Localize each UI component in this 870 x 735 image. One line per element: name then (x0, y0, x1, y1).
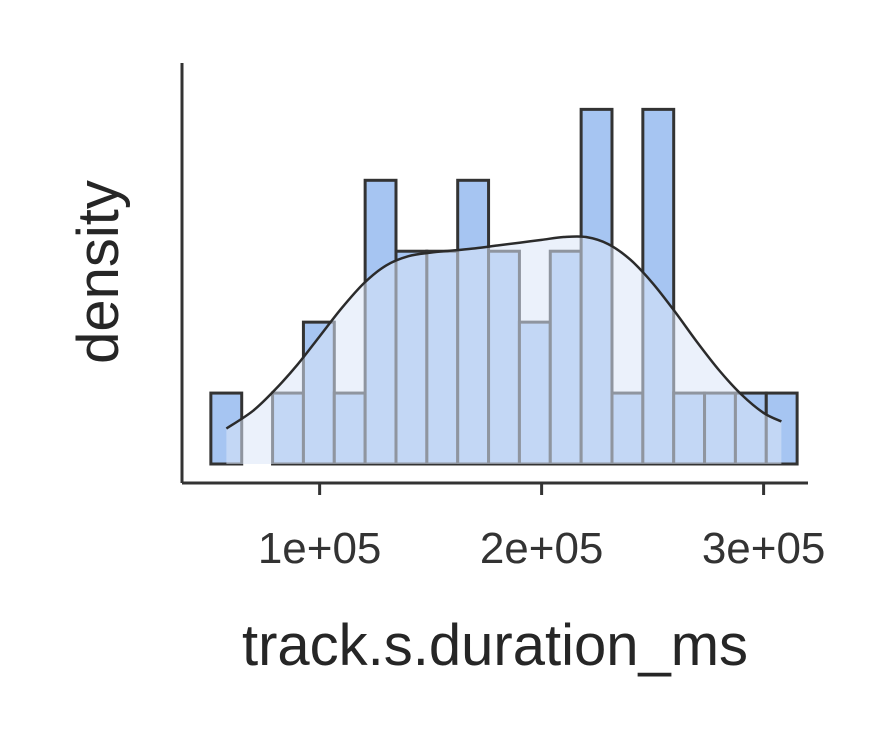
axes (180, 63, 808, 485)
y-axis-label: density (66, 180, 131, 364)
x-axis-label: track.s.duration_ms (242, 613, 748, 678)
x-tick-label: 2e+05 (480, 524, 604, 573)
density-area (226, 236, 782, 464)
density-curve (225, 235, 782, 464)
x-tick-label: 1e+05 (258, 524, 382, 573)
density-line (225, 235, 782, 430)
x-tick-label: 3e+05 (702, 524, 826, 573)
x-ticks: 1e+05 2e+05 3e+05 (258, 483, 826, 573)
